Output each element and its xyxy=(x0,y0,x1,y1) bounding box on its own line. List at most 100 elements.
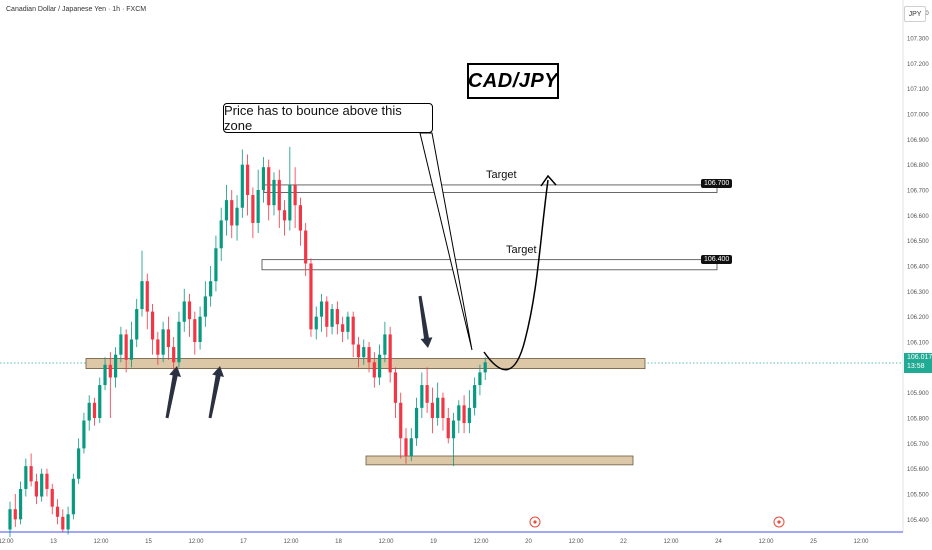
candle-body xyxy=(267,167,271,206)
candle-body xyxy=(335,309,339,325)
candle-body xyxy=(114,354,118,378)
candle-body xyxy=(298,205,302,231)
zone-target-1 xyxy=(263,184,718,193)
down-arrow-icon-shape xyxy=(418,295,433,349)
callout-box: Price has to bounce above this zone xyxy=(223,103,433,133)
price-tick-label: 106.200 xyxy=(907,315,929,321)
candle-body xyxy=(282,210,287,221)
candle-body xyxy=(483,362,487,373)
candle-body xyxy=(182,301,186,322)
candle-body xyxy=(92,402,97,418)
time-tick-label: 12:00 xyxy=(188,539,204,545)
candle-body xyxy=(351,316,355,345)
candle-body xyxy=(13,509,17,520)
candle-body xyxy=(129,339,134,360)
chart-title-box: CAD/JPY xyxy=(467,63,559,99)
candle-body xyxy=(29,466,33,482)
price-tick-label: 106.800 xyxy=(907,163,929,169)
price-tick-label: 107.100 xyxy=(907,87,929,93)
target-upper-label: Target xyxy=(486,169,517,181)
up-arrow-icon xyxy=(208,366,225,419)
candle-body xyxy=(240,164,244,208)
candle-body xyxy=(224,200,229,221)
candle-body xyxy=(256,190,260,223)
candle-body xyxy=(383,334,387,355)
time-tick-label: 12:00 xyxy=(568,539,584,545)
candle-body xyxy=(367,347,371,363)
price-tick-label: 106.900 xyxy=(907,138,929,144)
time-tick-label: 20 xyxy=(525,539,532,545)
candle-body xyxy=(372,362,376,378)
candle-body xyxy=(467,407,471,424)
candle-body xyxy=(293,184,297,206)
candle-body xyxy=(55,506,60,517)
candle-body xyxy=(319,301,324,317)
time-tick-label: 25 xyxy=(810,539,817,545)
price-tick-label: 105.400 xyxy=(907,518,929,524)
candle-body xyxy=(61,516,65,530)
price-tick-label: 106.700 xyxy=(907,189,929,195)
candle-body xyxy=(399,402,403,439)
price-tick-label: 105.500 xyxy=(907,493,929,499)
candle-body xyxy=(436,397,440,418)
candle-body xyxy=(145,281,149,312)
price-tick-label: 107.300 xyxy=(907,37,929,43)
candle-body xyxy=(346,316,350,332)
price-tick-label: 106.100 xyxy=(907,341,929,347)
time-tick-label: 12:00 xyxy=(93,539,109,545)
candle-body xyxy=(209,281,213,297)
candle-body xyxy=(441,397,445,418)
price-tick-label: 106.600 xyxy=(907,214,929,220)
price-tick-label: 105.600 xyxy=(907,467,929,473)
time-tick-label: 12:00 xyxy=(853,539,869,545)
candle-body xyxy=(462,405,466,424)
price-tick-label: 105.900 xyxy=(907,391,929,397)
down-arrow-icon xyxy=(418,295,433,349)
candle-body xyxy=(87,402,91,421)
candle-body xyxy=(473,385,477,408)
candle-body xyxy=(198,316,202,342)
candle-body xyxy=(330,309,334,327)
candle-body xyxy=(108,364,112,378)
candle-body xyxy=(18,488,23,520)
candle-body xyxy=(50,488,54,507)
candle-body xyxy=(66,514,70,530)
time-tick-label: 24 xyxy=(715,539,722,545)
candle-body xyxy=(166,329,170,348)
zone-target-2 xyxy=(261,259,718,271)
event-marker-dot xyxy=(533,520,537,524)
candle-body xyxy=(98,385,102,418)
time-tick-label: 19 xyxy=(430,539,437,545)
candle-body xyxy=(34,481,38,497)
candle-body xyxy=(457,405,461,421)
time-tick-label: 13 xyxy=(50,539,57,545)
candle-body xyxy=(140,281,144,310)
candle-body xyxy=(304,230,308,264)
candle-body xyxy=(341,324,345,332)
candle-body xyxy=(8,509,12,530)
candle-body xyxy=(230,200,234,226)
projection-curve xyxy=(483,179,549,371)
time-tick-label: 12:00 xyxy=(473,539,489,545)
price-tick-label: 105.800 xyxy=(907,417,929,423)
candle-body xyxy=(420,385,424,408)
candle-body xyxy=(214,248,218,282)
time-tick-label: 12:00 xyxy=(0,539,14,545)
candle-body xyxy=(388,334,392,373)
target-upper-price: 106.700 xyxy=(701,179,733,188)
candle-body xyxy=(45,473,49,489)
currency-label[interactable]: JPY xyxy=(904,6,926,22)
time-tick-label: 17 xyxy=(240,539,247,545)
candle-body xyxy=(124,334,128,360)
candle-body xyxy=(409,438,413,456)
candle-body xyxy=(161,329,165,355)
price-tick-label: 107.200 xyxy=(907,62,929,68)
candle-body xyxy=(425,385,429,403)
projection-arrowhead-icon xyxy=(540,174,557,187)
candle-body xyxy=(393,372,398,403)
zone-demand xyxy=(365,455,634,466)
time-tick-label: 22 xyxy=(620,539,627,545)
candle-body xyxy=(246,164,250,196)
